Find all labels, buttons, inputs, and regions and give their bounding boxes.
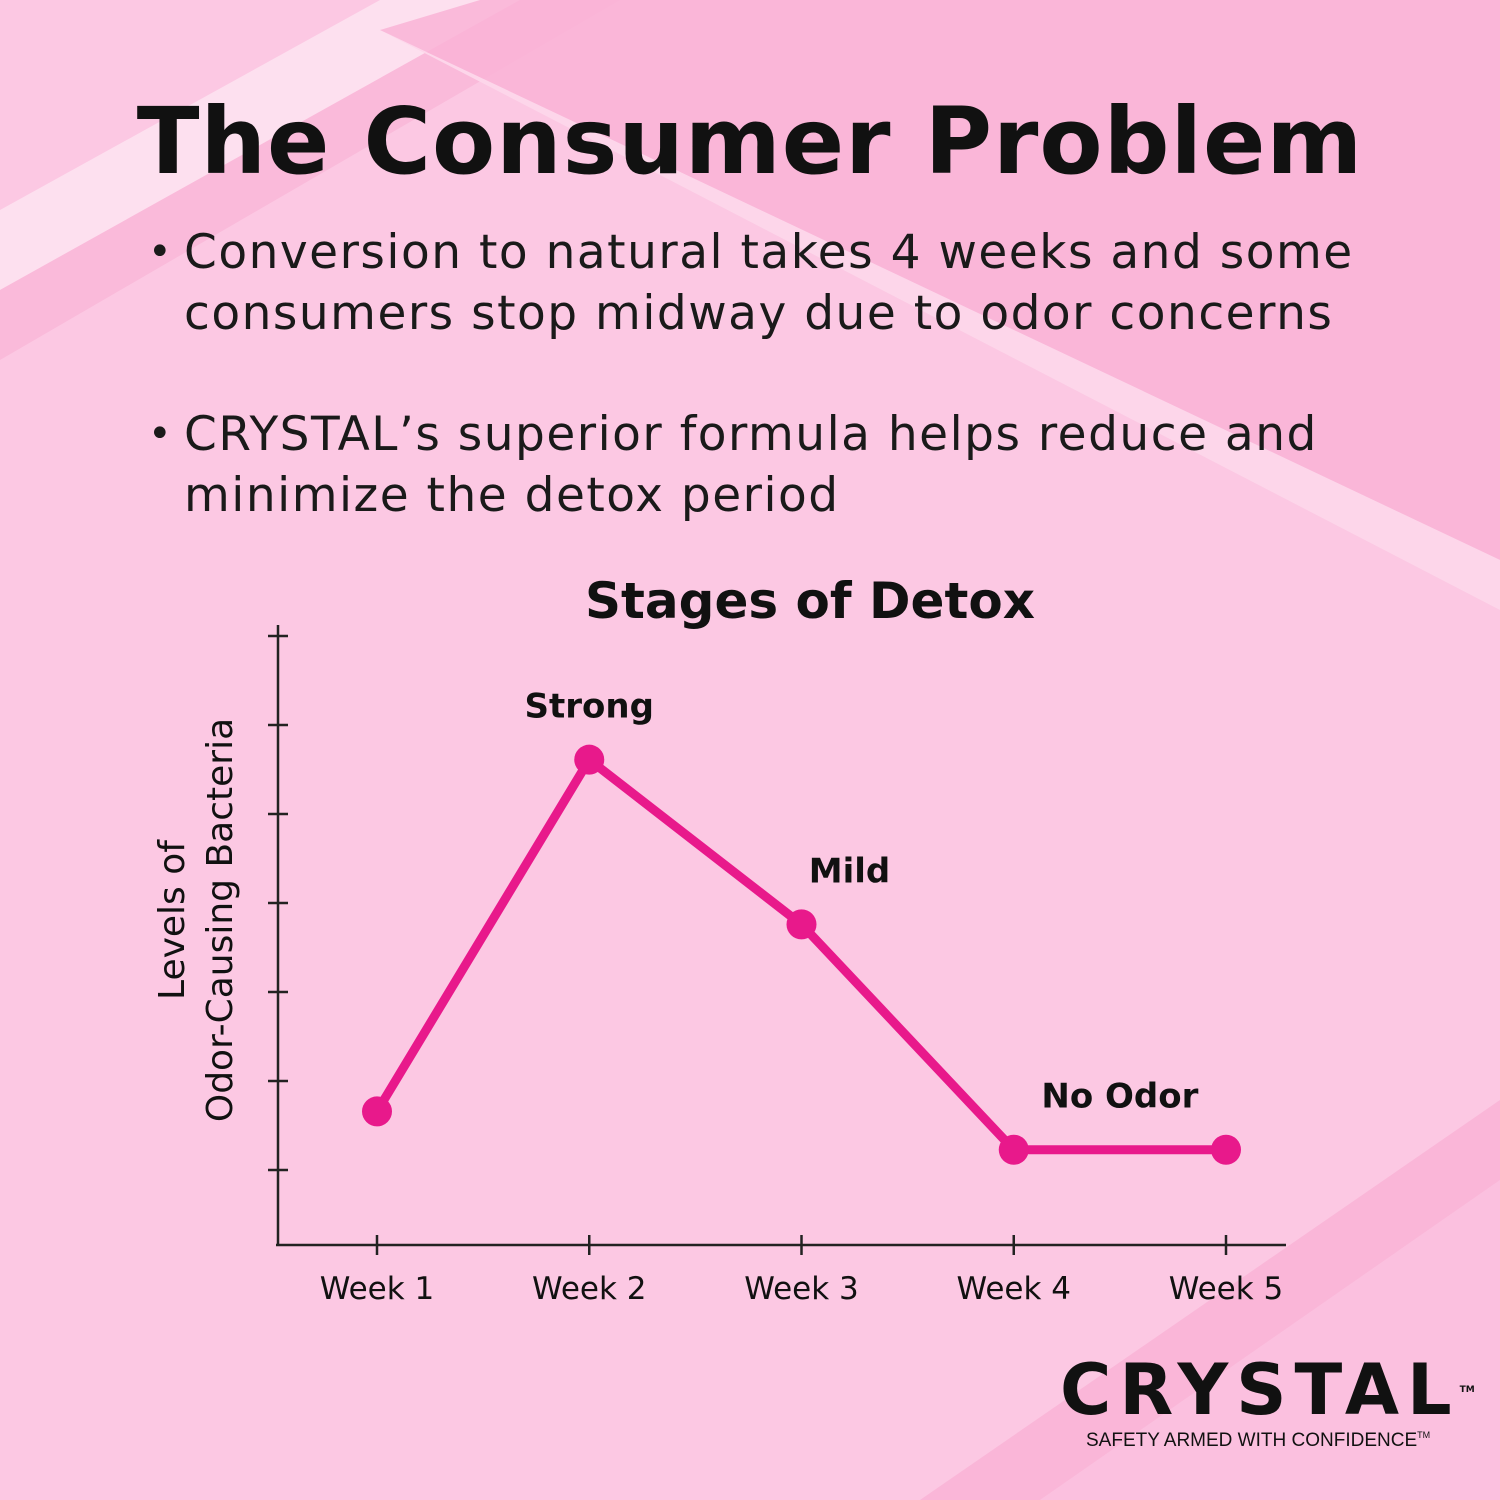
data-label: Mild	[809, 851, 890, 891]
y-axis-label-line1: Levels of	[152, 839, 193, 1000]
bg-stripe	[1040, 1180, 1500, 1500]
data-point	[1211, 1134, 1241, 1165]
x-tick-label: Week 3	[744, 1271, 859, 1307]
logo-wordmark: CRYSTALTM	[1060, 1349, 1475, 1431]
data-point	[574, 744, 605, 775]
data-point	[786, 909, 817, 940]
logo-tagline: SAFETY ARMED WITH CONFIDENCETM	[1086, 1430, 1431, 1451]
data-point	[362, 1096, 392, 1127]
bullet-item: Conversion to natural takes 4 weeks and …	[148, 222, 1398, 344]
x-tick-label: Week 5	[1169, 1271, 1284, 1307]
x-tick-label: Week 4	[956, 1271, 1071, 1307]
y-axis-label-line2: Odor-Causing Bacteria	[200, 718, 241, 1122]
bg-stripe	[920, 1100, 1500, 1500]
data-label: No Odor	[1041, 1077, 1198, 1117]
crystal-logo: CRYSTALTM SAFETY ARMED WITH CONFIDENCETM	[1060, 1349, 1475, 1452]
data-label: Strong	[525, 687, 654, 727]
bullet-list: Conversion to natural takes 4 weeks and …	[148, 222, 1398, 586]
x-tick-label: Week 2	[532, 1271, 647, 1307]
page-title: The Consumer Problem	[136, 88, 1364, 195]
bullet-item: CRYSTAL’s superior formula helps reduce …	[148, 404, 1398, 526]
data-point	[998, 1134, 1029, 1165]
x-tick-label: Week 1	[320, 1271, 435, 1307]
chart-title: Stages of Detox	[585, 572, 1035, 630]
